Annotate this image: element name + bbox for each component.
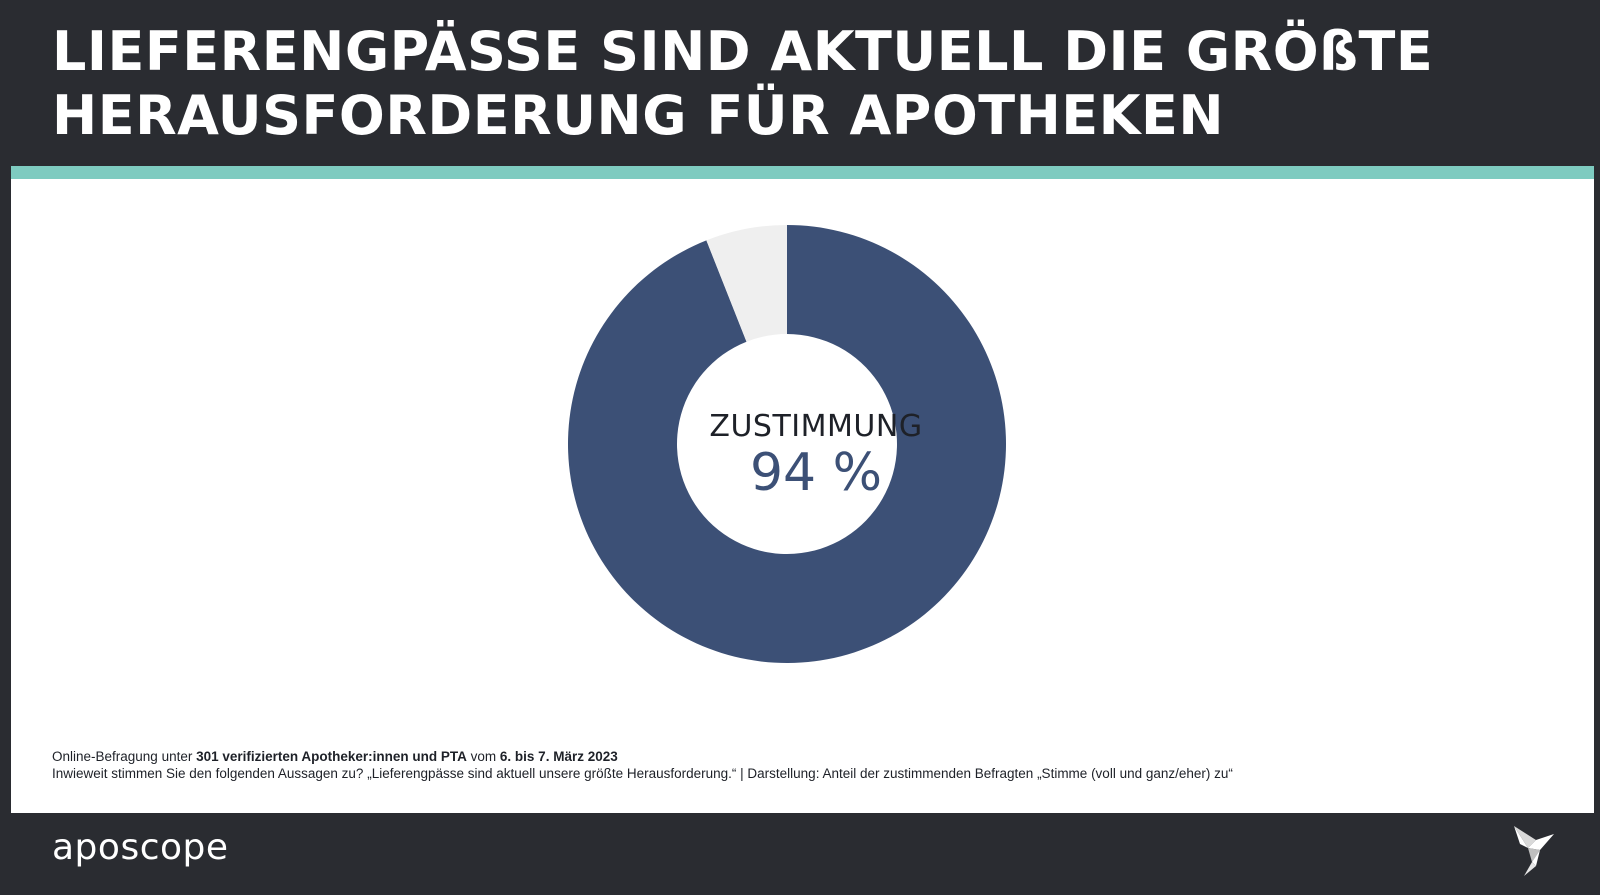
brand-logo: aposcope	[52, 827, 229, 868]
footnote-prefix: Online-Befragung unter	[52, 749, 197, 764]
footnote-sample: 301 verifizierten Apotheker:innen und PT…	[196, 749, 467, 764]
title-line-2: HERAUSFORDERUNG FÜR APOTHEKEN	[52, 84, 1225, 147]
footnote-line-1: Online-Befragung unter 301 verifizierten…	[52, 748, 1233, 765]
page-title: LIEFERENGPÄSSE SIND AKTUELL DIE GRÖßTE H…	[52, 20, 1433, 148]
donut-chart	[568, 225, 1006, 663]
footnote-mid: vom	[466, 749, 500, 764]
donut-slice-zustimmung	[568, 225, 1006, 663]
chart-panel: ZUSTIMMUNG 94 % Online-Befragung unter 3…	[11, 179, 1594, 813]
footnote: Online-Befragung unter 301 verifizierten…	[52, 748, 1233, 782]
center-value: 94 %	[749, 443, 883, 503]
center-label: ZUSTIMMUNG	[709, 409, 923, 444]
title-line-1: LIEFERENGPÄSSE SIND AKTUELL DIE GRÖßTE	[52, 20, 1434, 83]
footnote-line-2: Inwieweit stimmen Sie den folgenden Auss…	[52, 766, 1233, 781]
footnote-date: 6. bis 7. März 2023	[499, 749, 618, 764]
donut-slice-rest	[706, 225, 787, 342]
accent-bar	[11, 166, 1594, 179]
origami-bird-icon	[1514, 826, 1554, 876]
